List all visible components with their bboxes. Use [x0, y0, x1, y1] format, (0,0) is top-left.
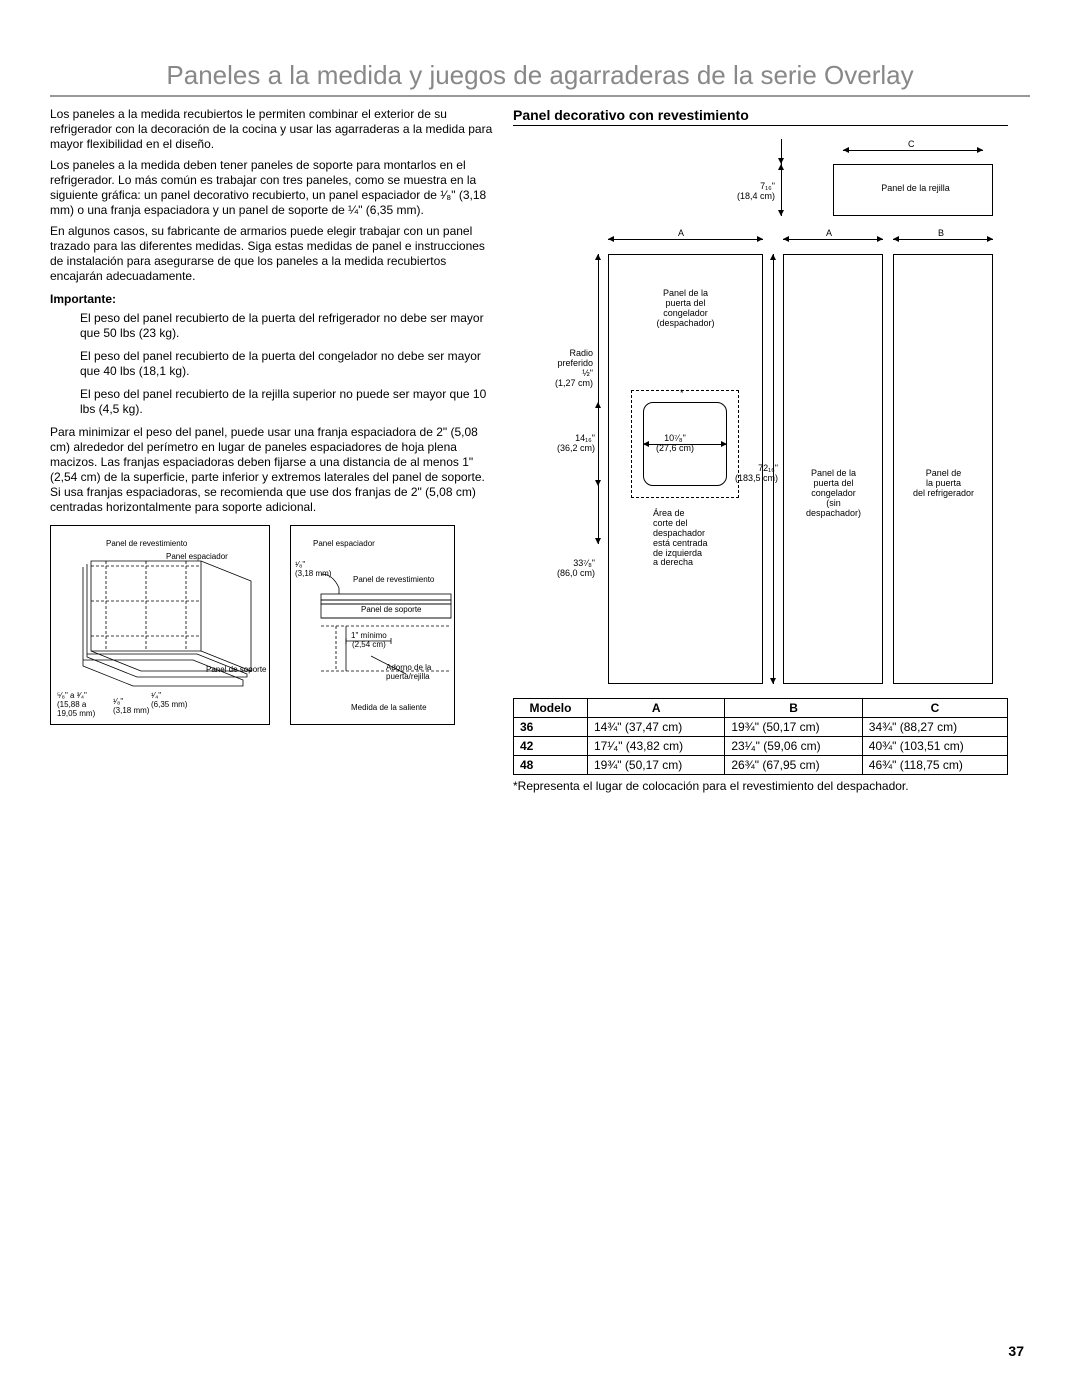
- cell: 34¾" (88,27 cm): [862, 718, 1007, 737]
- importante-heading: Importante:: [50, 292, 495, 307]
- d1-label-4: ⁵⁄₈" a ³⁄₄" (15,88 a 19,05 mm): [57, 692, 95, 718]
- page-number: 37: [1008, 1343, 1024, 1359]
- cell: 14¾" (37,47 cm): [587, 718, 724, 737]
- cell: 40¾" (103,51 cm): [862, 737, 1007, 756]
- para-2: Los paneles a la medida deben tener pane…: [50, 158, 495, 218]
- left-column: Los paneles a la medida recubiertos le p…: [50, 107, 495, 800]
- diagram-1: Panel de revestimiento Panel espaciador …: [50, 525, 270, 725]
- left-diagrams: Panel de revestimiento Panel espaciador …: [50, 525, 495, 725]
- d2-label-7: Medida de la saliente: [351, 704, 427, 713]
- star-label: *: [680, 389, 684, 399]
- m2-label: Radio preferido ½" (1,27 cm): [533, 349, 593, 389]
- cell: 46¾" (118,75 cm): [862, 756, 1007, 775]
- th-modelo: Modelo: [514, 699, 588, 718]
- grille-arrow-down: [781, 139, 782, 164]
- table-row: 36 14¾" (37,47 cm) 19¾" (50,17 cm) 34¾" …: [514, 718, 1008, 737]
- panel-left-label: Panel de la puerta del congelador (despa…: [623, 289, 748, 329]
- arrow-a-2: [783, 239, 883, 240]
- th-c: C: [862, 699, 1007, 718]
- cell: 26¾" (67,95 cm): [725, 756, 862, 775]
- arrow-a-1: [608, 239, 763, 240]
- arrow-33: [598, 254, 599, 544]
- d2-label-5: 1" mínimo (2,54 cm): [351, 632, 387, 650]
- d1-label-5: ¹⁄₈" (3,18 mm): [113, 698, 149, 716]
- right-column: Panel decorativo con revestimiento Panel…: [513, 107, 1008, 800]
- cell: 48: [514, 756, 588, 775]
- para-3: En algunos casos, su fabricante de armar…: [50, 224, 495, 284]
- arrow-c: [843, 150, 983, 151]
- para-4: Para minimizar el peso del panel, puede …: [50, 425, 495, 515]
- footnote: *Representa el lugar de colocación para …: [513, 779, 1008, 794]
- cell: 19¾" (50,17 cm): [725, 718, 862, 737]
- d1-label-6: ¹⁄₄" (6,35 mm): [151, 692, 187, 710]
- d2-label-3: Panel de revestimiento: [353, 576, 434, 585]
- dims-table: Modelo A B C 36 14¾" (37,47 cm) 19¾" (50…: [513, 698, 1008, 775]
- table-header-row: Modelo A B C: [514, 699, 1008, 718]
- d2-label-1: Panel espaciador: [313, 540, 375, 549]
- table-row: 48 19¾" (50,17 cm) 26¾" (67,95 cm) 46¾" …: [514, 756, 1008, 775]
- diagram-2: Panel espaciador ¹⁄₈" (3,18 mm) Panel de…: [290, 525, 455, 725]
- diagram-2-svg: [291, 526, 456, 726]
- m4-label: 10⁷⁄₈" (27,6 cm): [656, 434, 694, 454]
- para-1: Los paneles a la medida recubiertos le p…: [50, 107, 495, 152]
- label-a-1: A: [678, 229, 684, 239]
- cell: 36: [514, 718, 588, 737]
- table-row: 42 17¹⁄₄" (43,82 cm) 23¹⁄₄" (59,06 cm) 4…: [514, 737, 1008, 756]
- area-label: Área de corte del despachador está centr…: [653, 509, 733, 568]
- right-diagram: Panel de la rejilla C 7₁₆" (18,4 cm) A A…: [533, 134, 1003, 694]
- panel-right-label: Panel de la puerta del refrigerador: [901, 469, 986, 499]
- cell: 23¹⁄₄" (59,06 cm): [725, 737, 862, 756]
- m6-label: 33⁷⁄₈" (86,0 cm): [547, 559, 595, 579]
- panel-mid-label: Panel de la puerta del congelador (sin d…: [791, 469, 876, 518]
- arrow-b: [893, 239, 993, 240]
- d2-label-2: ¹⁄₈" (3,18 mm): [295, 561, 331, 579]
- d1-label-1: Panel de revestimiento: [106, 540, 187, 549]
- d2-label-4: Panel de soporte: [361, 606, 422, 615]
- cell: 19¾" (50,17 cm): [587, 756, 724, 775]
- d1-label-2: Panel espaciador: [166, 553, 228, 562]
- m1-label: 7₁₆" (18,4 cm): [733, 182, 775, 202]
- th-b: B: [725, 699, 862, 718]
- d1-label-3: Panel de soporte: [206, 666, 267, 675]
- label-c: C: [908, 140, 915, 150]
- cell: 17¹⁄₄" (43,82 cm): [587, 737, 724, 756]
- columns: Los paneles a la medida recubiertos le p…: [50, 107, 1030, 800]
- bullet-3: El peso del panel recubierto de la rejil…: [80, 387, 495, 417]
- label-b: B: [938, 229, 944, 239]
- bullet-2: El peso del panel recubierto de la puert…: [80, 349, 495, 379]
- grille-label: Panel de la rejilla: [868, 184, 963, 194]
- label-a-2: A: [826, 229, 832, 239]
- page-title: Paneles a la medida y juegos de agarrade…: [50, 60, 1030, 97]
- bullet-1: El peso del panel recubierto de la puert…: [80, 311, 495, 341]
- m3-label: 14₁₆" (36,2 cm): [547, 434, 595, 454]
- cell: 42: [514, 737, 588, 756]
- th-a: A: [587, 699, 724, 718]
- d2-label-6: Adorno de la puerta/rejilla: [386, 664, 431, 682]
- grille-height-arrow: [781, 164, 782, 216]
- right-heading: Panel decorativo con revestimiento: [513, 107, 1008, 126]
- m5-label: 72₁₆" (183,5 cm): [733, 464, 778, 484]
